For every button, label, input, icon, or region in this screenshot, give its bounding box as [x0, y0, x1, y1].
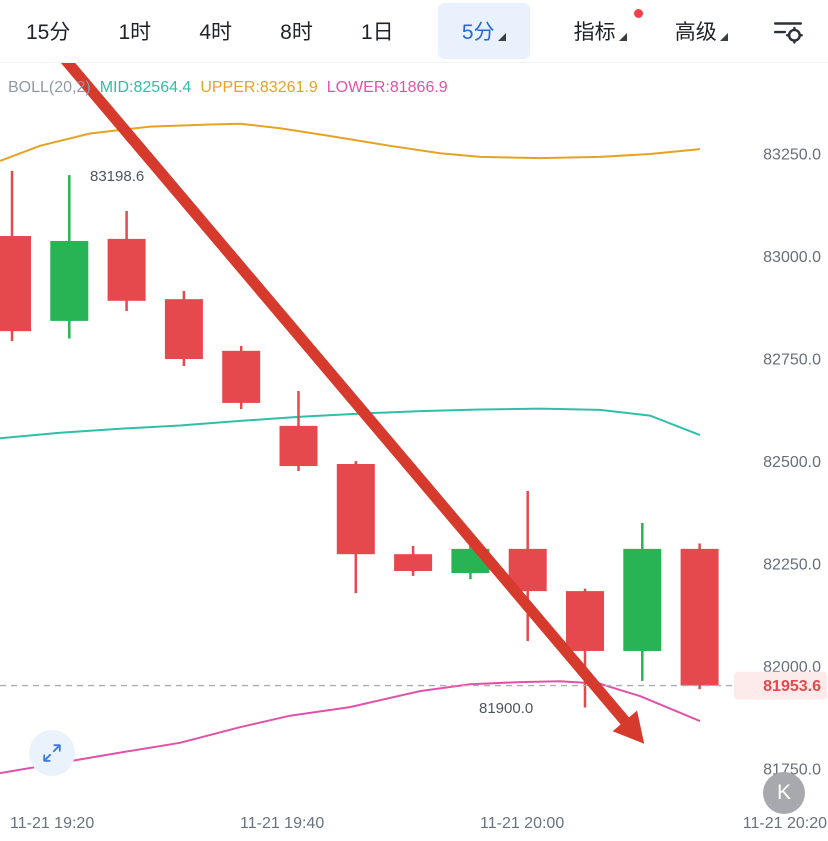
tab-5min-active[interactable]: 5分: [437, 3, 530, 59]
y-axis-label: 82500.0: [763, 454, 821, 471]
alert-red-dot: [633, 9, 643, 18]
candle-body: [222, 350, 261, 403]
tab-1day[interactable]: 1日: [357, 6, 398, 56]
tab-4hour[interactable]: 4时: [195, 6, 236, 56]
current-price-value: 81953.6: [763, 678, 821, 695]
x-axis-label: 11-21 19:40: [240, 815, 325, 832]
tab-label: 15分: [26, 21, 71, 44]
expand-icon: [43, 744, 61, 762]
candle-body: [623, 548, 662, 651]
indicator-button-label: 指标: [573, 21, 616, 44]
advanced-button-label: 高级: [674, 21, 717, 44]
k-badge[interactable]: K: [763, 772, 805, 814]
candle-body: [50, 240, 89, 321]
candle-body: [107, 238, 146, 301]
candle-body: [0, 236, 31, 332]
caret-down-icon: [618, 33, 627, 41]
chart-area: 83250.0 83000.0 82750.0 82500.0 82250.0 82000…: [0, 53, 828, 808]
candle-body: [680, 548, 719, 686]
tab-label: 4时: [199, 21, 233, 44]
settings-glyph: [773, 22, 803, 44]
tab-label: 8时: [280, 21, 313, 44]
boll-band-lower: [0, 680, 701, 775]
candle-body: [394, 554, 433, 572]
kline-chart-canvas[interactable]: 83250.083000.082750.082500.082250.082000…: [0, 53, 828, 808]
low-price-label: 81900.0: [479, 700, 533, 717]
candle-body: [336, 463, 375, 555]
candle-body: [566, 591, 604, 651]
y-axis-label: 82250.0: [763, 557, 821, 574]
chart-settings-icon[interactable]: [772, 17, 804, 45]
candle-body: [164, 299, 203, 360]
high-price-label: 83198.6: [90, 168, 144, 185]
tab-label: 1日: [360, 21, 394, 44]
x-axis-label: 11-21 20:00: [480, 815, 565, 832]
tab-1hour[interactable]: 1时: [115, 6, 156, 56]
x-axis: 11-21 19:20 11-21 19:40 11-21 20:00 11-2…: [0, 808, 828, 841]
trend-arrow-head: [612, 710, 645, 744]
trend-arrow-shaft: [58, 53, 631, 726]
caret-down-icon: [719, 33, 728, 41]
boll-band-upper: [0, 122, 701, 162]
tab-label: 5分: [461, 21, 495, 44]
candle-body: [279, 425, 318, 467]
tab-15min[interactable]: 15分: [22, 6, 74, 56]
boll-band-mid: [0, 407, 701, 440]
advanced-button[interactable]: 高级: [671, 6, 732, 56]
caret-down-icon: [497, 33, 506, 41]
tab-label: 1时: [118, 21, 152, 44]
interval-toolbar: 15分 1时 4时 8时 1日 5分 指标 高级: [0, 0, 828, 63]
x-axis-label: 11-21 20:20: [742, 815, 827, 832]
y-axis-label: 83000.0: [763, 249, 821, 266]
expand-button[interactable]: [29, 730, 75, 776]
y-axis-label: 83250.0: [763, 147, 821, 164]
y-axis-label: 82750.0: [763, 352, 821, 369]
current-price-badge: [734, 671, 827, 700]
x-axis-label: 11-21 19:20: [10, 815, 95, 832]
tab-8hour[interactable]: 8时: [276, 6, 317, 56]
indicator-button[interactable]: 指标: [570, 6, 643, 56]
